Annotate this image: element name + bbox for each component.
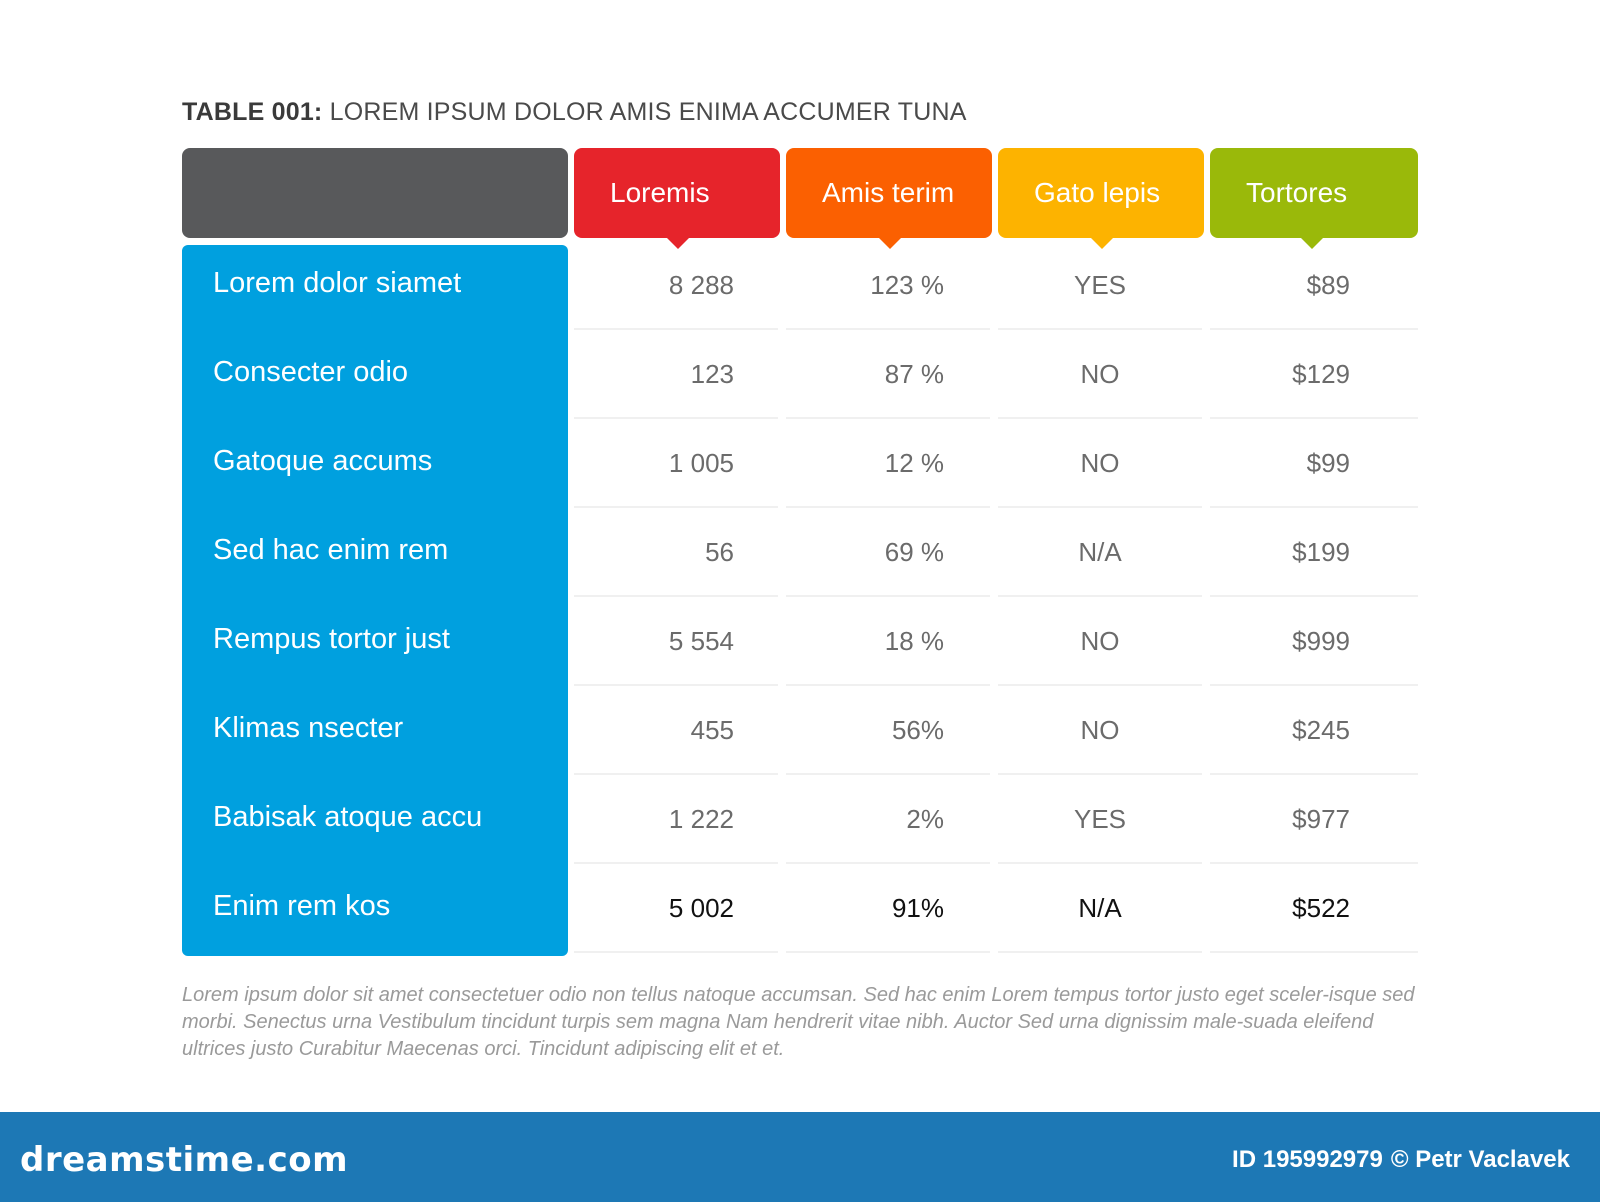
row-label: Babisak atoque accu [213, 801, 483, 833]
row-divider [998, 862, 1202, 864]
row-divider [574, 595, 778, 597]
row-divider [1210, 773, 1418, 775]
row-label: Lorem dolor siamet [213, 267, 462, 299]
column-header-label: Tortores [1246, 177, 1348, 208]
table-cell: NO [1080, 359, 1120, 389]
row-label: Consecter odio [213, 356, 409, 388]
row-divider [1210, 417, 1418, 419]
row-label: Enim rem kos [213, 890, 391, 922]
row-divider [574, 773, 778, 775]
row-divider [998, 417, 1202, 419]
row-divider [786, 595, 990, 597]
table-cell: 91% [891, 893, 944, 923]
header-pointer [878, 237, 902, 249]
row-divider [786, 862, 990, 864]
row-divider [1210, 862, 1418, 864]
table-cell: $999 [1292, 626, 1350, 656]
row-divider [786, 773, 990, 775]
row-divider [1210, 595, 1418, 597]
table-cell: N/A [1078, 537, 1122, 567]
table-title: TABLE 001: LOREM IPSUM DOLOR AMIS ENIMA … [182, 98, 967, 127]
row-label: Gatoque accums [213, 445, 433, 477]
column-header-2: Amis terim [786, 148, 992, 249]
row-divider [574, 506, 778, 508]
row-label: Sed hac enim rem [213, 534, 449, 566]
brand-logo: dreamstime.com [20, 1140, 349, 1180]
table-cell: 18 % [884, 626, 944, 656]
table-cell: NO [1080, 626, 1120, 656]
table-cell: 8 288 [668, 270, 734, 300]
table-cell: N/A [1078, 893, 1122, 923]
table-cell: $89 [1306, 270, 1350, 300]
table-cell: $199 [1292, 537, 1350, 567]
author-credit: © Petr Vaclavek [1390, 1146, 1570, 1173]
column-header-3: Gato lepis [998, 148, 1204, 249]
table-cell: $245 [1292, 715, 1350, 745]
row-divider [786, 684, 990, 686]
row-divider [574, 862, 778, 864]
table-cell: 56 [705, 537, 734, 567]
table-cell: 56% [891, 715, 944, 745]
row-divider [574, 328, 778, 330]
row-divider [786, 506, 990, 508]
header-pointer [666, 237, 690, 249]
footer-bar: dreamstime.com ID 195992979 © Petr Vaclav… [0, 1112, 1600, 1202]
row-divider [574, 951, 778, 953]
image-id: ID 195992979 [1232, 1146, 1383, 1173]
row-divider [998, 684, 1202, 686]
table-cell: 5 002 [668, 893, 734, 923]
row-label-panel [182, 245, 568, 956]
table-cell: 123 % [870, 270, 944, 300]
header-corner-block [182, 148, 568, 238]
row-divider [998, 506, 1202, 508]
row-divider [1210, 328, 1418, 330]
table-cell: YES [1073, 270, 1127, 300]
column-header-1: Loremis [574, 148, 780, 249]
row-divider [1210, 951, 1418, 953]
row-divider [998, 773, 1202, 775]
row-divider [786, 328, 990, 330]
column-header-label: Amis terim [822, 177, 955, 208]
table-cell: 2% [906, 804, 944, 834]
row-divider [998, 328, 1202, 330]
table-cell: 1 222 [668, 804, 734, 834]
column-header-label: Loremis [610, 177, 710, 208]
row-divider [786, 951, 990, 953]
row-divider [574, 684, 778, 686]
table-cell: NO [1080, 715, 1120, 745]
row-label: Klimas nsecter [213, 712, 404, 744]
table-cell: $129 [1292, 359, 1350, 389]
table-cell: 5 554 [668, 626, 734, 656]
column-header-label: Gato lepis [1034, 177, 1161, 208]
table-cell: $977 [1292, 804, 1350, 834]
row-divider [998, 951, 1202, 953]
table-title-text: LOREM IPSUM DOLOR AMIS ENIMA ACCUMER TUN… [322, 98, 967, 126]
table-cell: YES [1073, 804, 1127, 834]
row-divider [998, 595, 1202, 597]
table-cell: 455 [690, 715, 734, 745]
table-title-prefix: TABLE 001: [182, 98, 323, 126]
table-cell: $99 [1306, 448, 1350, 478]
table-cell: 87 % [884, 359, 944, 389]
column-header-4: Tortores [1210, 148, 1418, 249]
table-cell: $522 [1292, 893, 1350, 923]
table-cell: NO [1080, 448, 1120, 478]
table-cell: 12 % [884, 448, 944, 478]
row-divider [1210, 684, 1418, 686]
row-label: Rempus tortor just [213, 623, 450, 655]
table-cell: 69 % [884, 537, 944, 567]
image-credit: ID 195992979 © Petr Vaclavek [1232, 1146, 1570, 1174]
row-divider [574, 417, 778, 419]
table-cell: 123 [690, 359, 734, 389]
table-footnote: Lorem ipsum dolor sit amet consectetuer … [182, 984, 1415, 1060]
row-divider [786, 417, 990, 419]
table-cell: 1 005 [668, 448, 734, 478]
row-divider [1210, 506, 1418, 508]
header-pointer [1300, 237, 1324, 249]
header-pointer [1090, 237, 1114, 249]
